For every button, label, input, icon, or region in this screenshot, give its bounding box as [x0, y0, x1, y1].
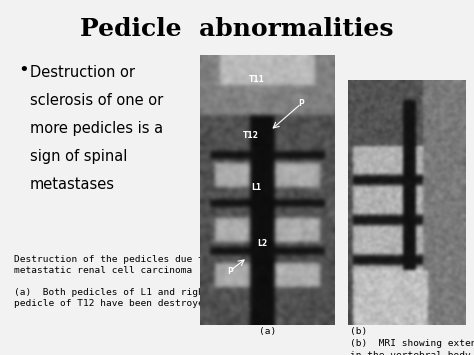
Text: metastases: metastases: [30, 177, 115, 192]
Text: sign of spinal: sign of spinal: [30, 149, 128, 164]
Text: metastatic renal cell carcinoma: metastatic renal cell carcinoma: [14, 266, 192, 275]
Text: T11: T11: [249, 75, 264, 84]
Text: more pedicles is a: more pedicles is a: [30, 121, 163, 136]
Text: (b)  MRI showing extensive tumor: (b) MRI showing extensive tumor: [350, 339, 474, 348]
Text: Destruction or: Destruction or: [30, 65, 135, 80]
Text: P: P: [298, 99, 304, 108]
Text: L2: L2: [257, 240, 267, 248]
Text: P: P: [227, 267, 233, 275]
Text: in the vertebral body and: in the vertebral body and: [350, 351, 474, 355]
Text: (b): (b): [350, 327, 367, 336]
Text: (a): (a): [259, 327, 276, 336]
Text: (a)  Both pedicles of L1 and right: (a) Both pedicles of L1 and right: [14, 288, 210, 297]
Text: Destruction of the pedicles due to: Destruction of the pedicles due to: [14, 255, 210, 264]
Text: sclerosis of one or: sclerosis of one or: [30, 93, 163, 108]
Text: pedicle of T12 have been destroyed: pedicle of T12 have been destroyed: [14, 299, 210, 308]
Text: •: •: [18, 61, 29, 79]
Text: T12: T12: [243, 131, 259, 141]
Text: L1: L1: [252, 183, 262, 192]
Text: Pedicle  abnormalities: Pedicle abnormalities: [80, 17, 394, 41]
